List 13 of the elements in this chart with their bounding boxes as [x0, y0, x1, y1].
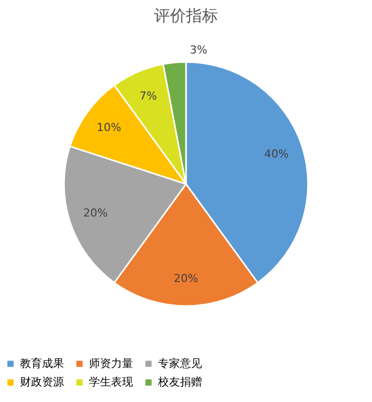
legend-label: 专家意见 — [158, 356, 202, 370]
chart-title: 评价指标 — [154, 6, 218, 25]
legend-label: 学生表现 — [89, 376, 133, 388]
legend-label: 校友捐赠 — [157, 376, 202, 388]
legend-label: 财政资源 — [20, 376, 64, 388]
data-label: 10% — [96, 121, 122, 134]
data-label: 7% — [139, 90, 157, 103]
data-label: 3% — [190, 44, 208, 57]
data-label: 40% — [264, 148, 289, 161]
legend-label: 师资力量 — [89, 356, 133, 370]
data-label: 20% — [83, 206, 108, 220]
data-label: 20% — [174, 272, 198, 286]
legend-label: 教育成果 — [20, 356, 64, 370]
